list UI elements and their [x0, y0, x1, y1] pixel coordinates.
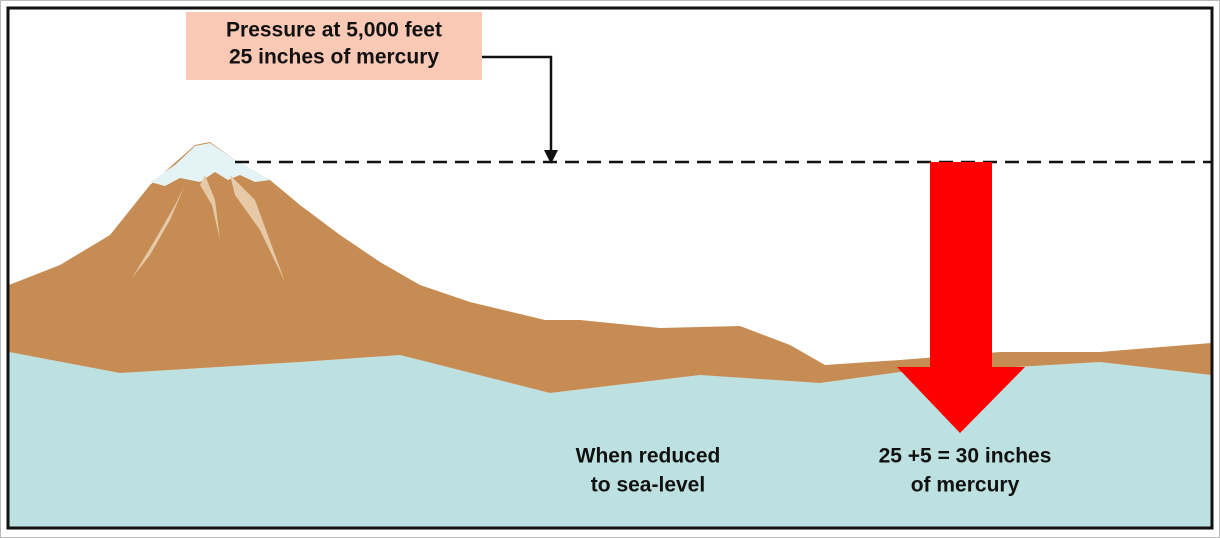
result-text: of mercury: [911, 474, 1020, 497]
label-box: [186, 12, 482, 80]
snow-cap: [150, 143, 270, 186]
land: [9, 142, 1211, 393]
sea: [9, 352, 1211, 527]
box-text: Pressure at 5,000 feet: [226, 19, 442, 42]
reduced-text: to sea-level: [591, 474, 705, 497]
pointer-head: [544, 150, 558, 164]
red-arrow: [897, 162, 1025, 433]
box-text: 25 inches of mercury: [229, 46, 439, 69]
frame: [6, 6, 1214, 530]
reduced-text: When reduced: [576, 445, 721, 468]
snow-streak: [230, 175, 285, 282]
pointer-line: [482, 55, 553, 152]
result-text: 25 +5 = 30 inches: [879, 445, 1052, 468]
snow-streak: [200, 175, 220, 240]
